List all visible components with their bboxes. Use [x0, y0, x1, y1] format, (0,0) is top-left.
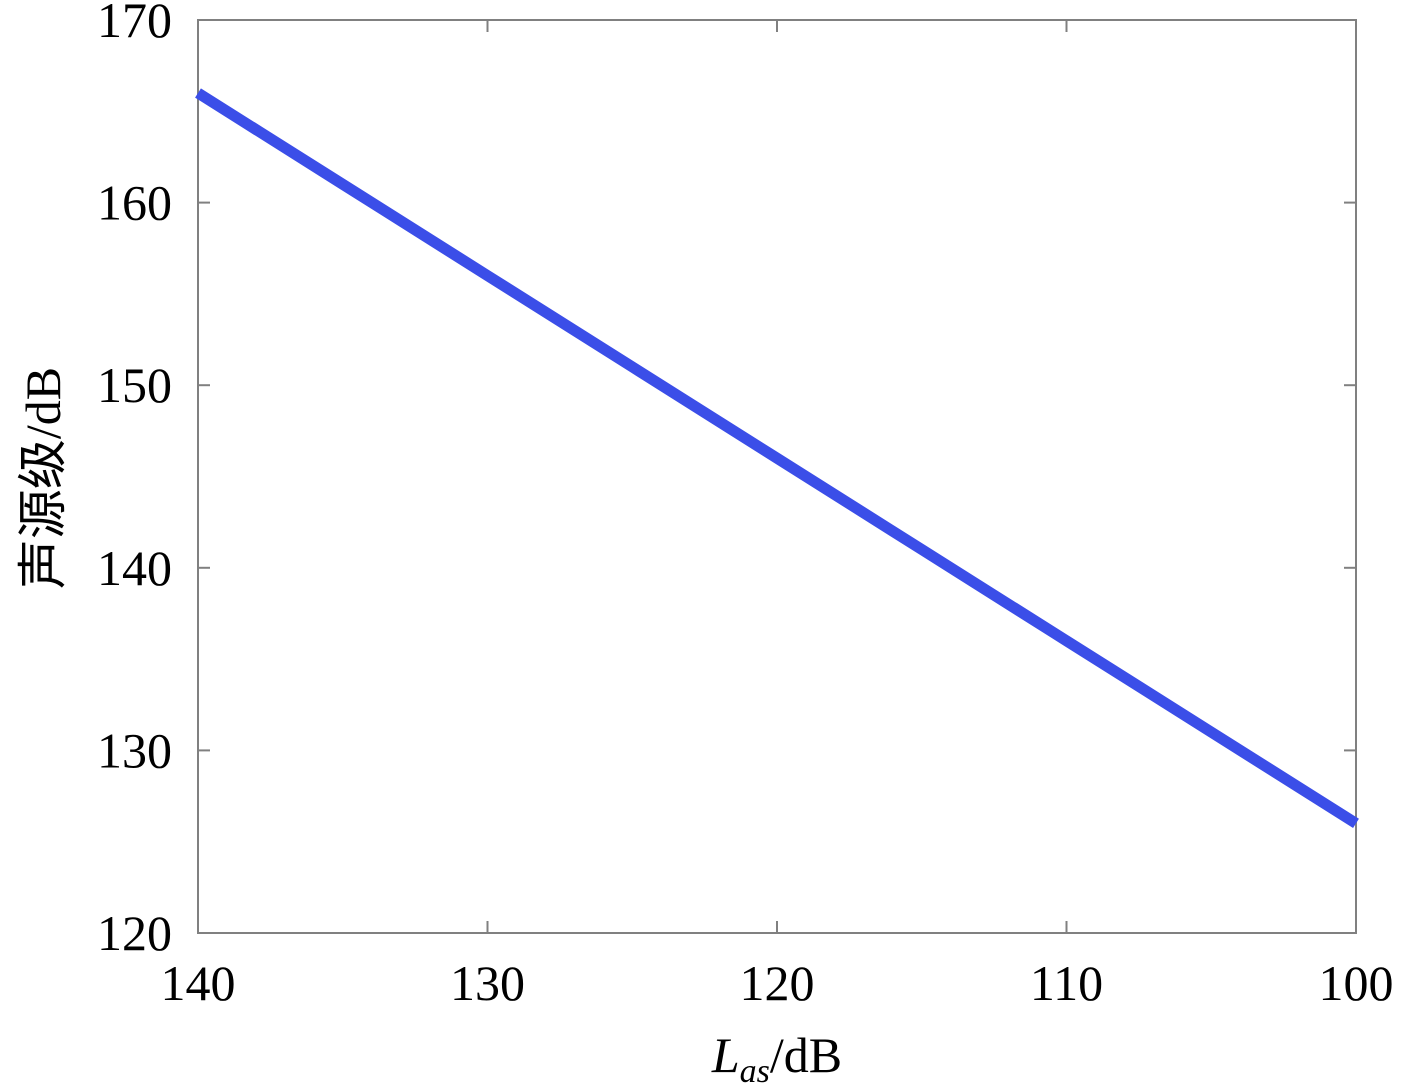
x-tick-label: 120 — [740, 955, 815, 1011]
x-tick-label: 140 — [161, 955, 236, 1011]
y-tick-label: 140 — [97, 540, 172, 596]
y-tick-label: 170 — [97, 0, 172, 48]
x-tick-label: 110 — [1030, 955, 1103, 1011]
y-axis-title: 声源级/dB — [15, 367, 71, 589]
x-tick-label: 100 — [1319, 955, 1394, 1011]
x-axis-tick-labels: 140 130 120 110 100 — [161, 955, 1394, 1011]
plot-area — [195, 19, 1359, 934]
y-tick-label: 150 — [97, 357, 172, 413]
x-axis-title-subscript: as — [740, 1053, 770, 1087]
plot-frame — [197, 19, 1357, 934]
y-tick-label: 130 — [97, 722, 172, 778]
y-axis-ticks — [198, 19, 1356, 934]
series-line — [195, 88, 1359, 829]
y-tick-label: 120 — [97, 905, 172, 961]
y-tick-label: 160 — [97, 175, 172, 231]
x-axis-ticks — [197, 20, 1357, 933]
y-axis-tick-labels: 120 130 140 150 160 170 — [97, 0, 172, 961]
x-axis-title: Las/dB — [711, 1027, 842, 1087]
series-layer — [195, 88, 1359, 829]
x-axis-title-main: L — [711, 1027, 740, 1083]
x-tick-label: 130 — [450, 955, 525, 1011]
x-axis-title-unit: /dB — [770, 1027, 842, 1083]
